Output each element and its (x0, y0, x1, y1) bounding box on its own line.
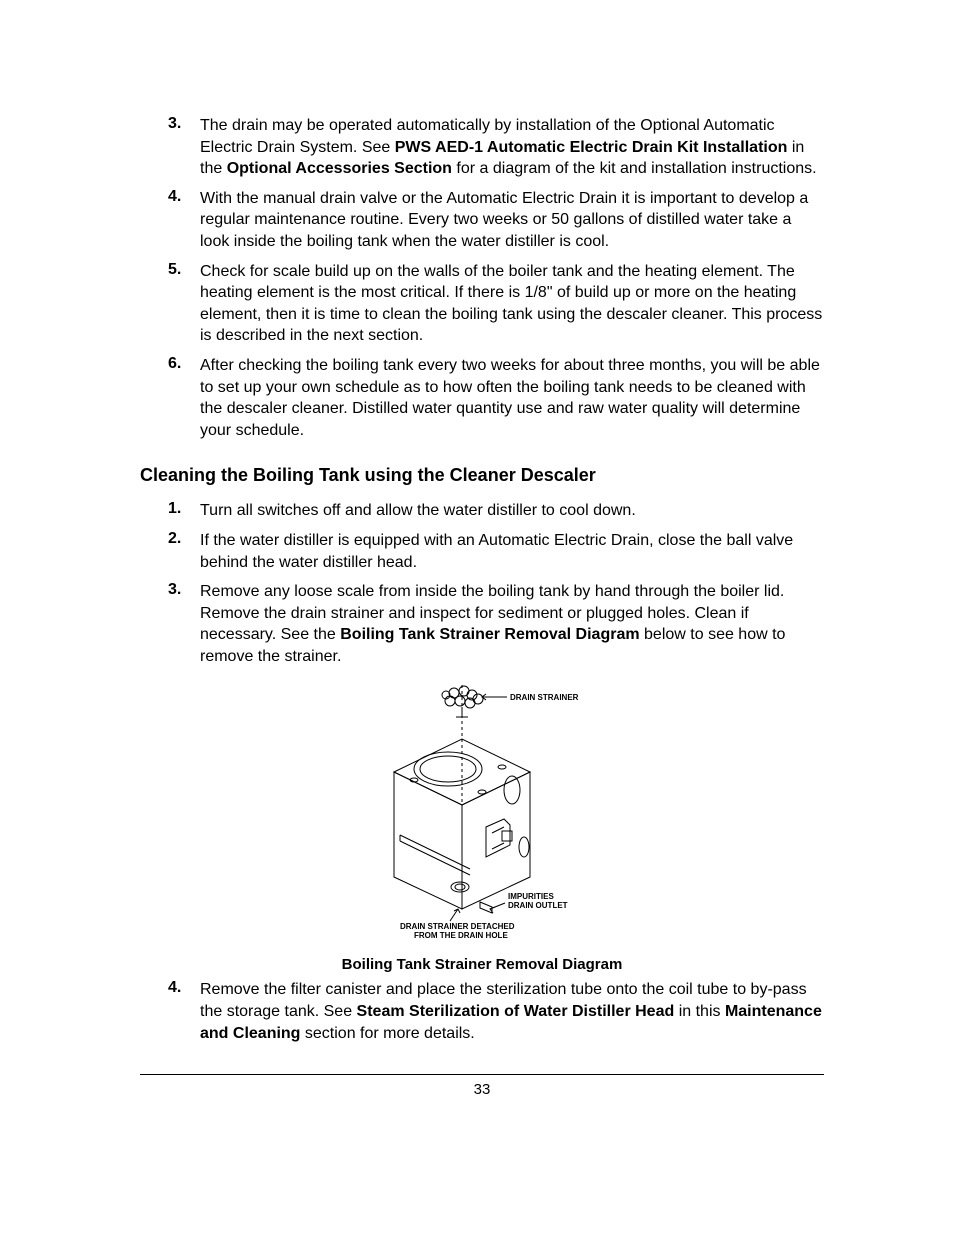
cleaning-instruction-list-cont: 4.Remove the filter canister and place t… (140, 979, 824, 1044)
bold-text: PWS AED-1 Automatic Electric Drain Kit I… (395, 139, 788, 156)
list-item: 3.Remove any loose scale from inside the… (140, 581, 824, 667)
page: 3.The drain may be operated automaticall… (0, 0, 954, 1138)
instruction-list-continued: 3.The drain may be operated automaticall… (140, 115, 824, 441)
strainer-removal-diagram: DRAIN STRAINER IMPURITIES DRAIN OUTLET D… (352, 677, 612, 952)
list-item-body: Check for scale build up on the walls of… (200, 261, 824, 347)
list-item: 3.The drain may be operated automaticall… (140, 115, 824, 180)
bold-text: Boiling Tank Strainer Removal Diagram (340, 626, 639, 643)
list-item: 2.If the water distiller is equipped wit… (140, 530, 824, 573)
list-item-number: 4. (140, 188, 200, 253)
body-text: With the manual drain valve or the Autom… (200, 190, 808, 250)
list-item-body: With the manual drain valve or the Autom… (200, 188, 824, 253)
list-item-number: 4. (140, 979, 200, 1044)
body-text: Turn all switches off and allow the wate… (200, 502, 636, 519)
list-item: 1.Turn all switches off and allow the wa… (140, 500, 824, 522)
list-item-body: Remove any loose scale from inside the b… (200, 581, 824, 667)
label-detached-1: DRAIN STRAINER DETACHED (400, 922, 515, 931)
list-item: 5.Check for scale build up on the walls … (140, 261, 824, 347)
list-item-body: Turn all switches off and allow the wate… (200, 500, 824, 522)
diagram-caption: Boiling Tank Strainer Removal Diagram (140, 956, 824, 973)
list-item-number: 3. (140, 581, 200, 667)
diagram-svg: DRAIN STRAINER IMPURITIES DRAIN OUTLET D… (352, 677, 612, 952)
body-text: After checking the boiling tank every tw… (200, 357, 820, 439)
page-footer: 33 (140, 1074, 824, 1098)
label-detached-2: FROM THE DRAIN HOLE (414, 931, 508, 940)
list-item: 4.With the manual drain valve or the Aut… (140, 188, 824, 253)
list-item-body: The drain may be operated automatically … (200, 115, 824, 180)
page-number: 33 (474, 1081, 491, 1098)
list-item-body: Remove the filter canister and place the… (200, 979, 824, 1044)
cleaning-instruction-list: 1.Turn all switches off and allow the wa… (140, 500, 824, 667)
body-text: section for more details. (300, 1025, 474, 1042)
list-item-number: 2. (140, 530, 200, 573)
body-text: for a diagram of the kit and installatio… (452, 160, 817, 177)
body-text: If the water distiller is equipped with … (200, 532, 793, 571)
list-item-number: 1. (140, 500, 200, 522)
label-impurities: IMPURITIES (508, 892, 554, 901)
section-heading: Cleaning the Boiling Tank using the Clea… (140, 465, 824, 486)
list-item: 6.After checking the boiling tank every … (140, 355, 824, 441)
label-drain-strainer: DRAIN STRAINER (510, 693, 579, 702)
list-item: 4.Remove the filter canister and place t… (140, 979, 824, 1044)
list-item-number: 3. (140, 115, 200, 180)
bold-text: Optional Accessories Section (227, 160, 452, 177)
body-text: Check for scale build up on the walls of… (200, 263, 822, 345)
list-item-number: 6. (140, 355, 200, 441)
list-item-body: If the water distiller is equipped with … (200, 530, 824, 573)
drain-strainer-icon (442, 686, 483, 717)
list-item-body: After checking the boiling tank every tw… (200, 355, 824, 441)
list-item-number: 5. (140, 261, 200, 347)
label-drain-outlet: DRAIN OUTLET (508, 901, 568, 910)
body-text: in this (674, 1003, 725, 1020)
bold-text: Steam Sterilization of Water Distiller H… (357, 1003, 675, 1020)
